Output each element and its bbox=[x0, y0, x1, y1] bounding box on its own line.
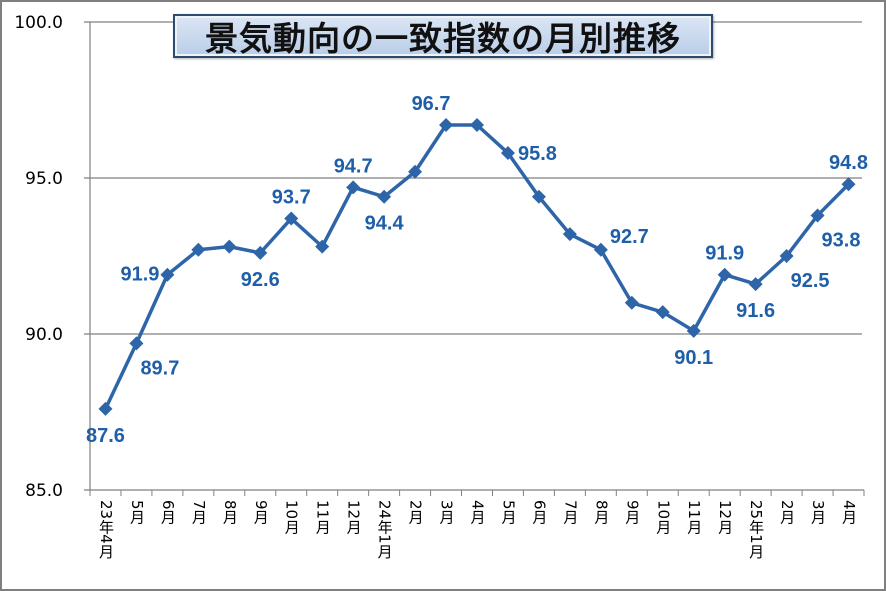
x-tick-label: 11月 bbox=[685, 500, 703, 535]
data-label: 91.9 bbox=[705, 243, 744, 265]
data-point-marker bbox=[841, 177, 856, 192]
data-point-marker bbox=[439, 117, 454, 132]
x-tick-label: 12月 bbox=[716, 500, 734, 535]
y-tick-label: 85.0 bbox=[25, 481, 63, 501]
y-tick-label: 90.0 bbox=[25, 325, 63, 345]
x-tick-label: 8月 bbox=[592, 500, 610, 526]
x-tick-label: 3月 bbox=[809, 500, 827, 526]
data-point-marker bbox=[129, 336, 144, 351]
x-tick-label: 2月 bbox=[778, 500, 796, 526]
data-point-marker bbox=[624, 295, 639, 310]
x-tick-label: 7月 bbox=[190, 500, 208, 526]
series-polyline bbox=[103, 123, 850, 410]
data-point-marker bbox=[160, 267, 175, 282]
data-point-marker bbox=[686, 323, 701, 338]
data-point-marker bbox=[562, 227, 577, 242]
x-tick-label: 6月 bbox=[159, 500, 177, 526]
data-label: 92.5 bbox=[791, 270, 830, 292]
y-axis-ticks: 85.0 90.0 95.0 100.0 bbox=[14, 13, 63, 501]
x-tick-label: 4月 bbox=[840, 500, 858, 526]
x-tick-label: 23年4月 bbox=[97, 500, 115, 560]
data-label: 93.8 bbox=[822, 229, 861, 251]
data-label: 94.4 bbox=[365, 213, 405, 235]
x-tick-label: 3月 bbox=[438, 500, 456, 526]
data-point-marker bbox=[655, 305, 670, 320]
x-tick-label: 12月 bbox=[345, 500, 363, 535]
data-point-marker bbox=[408, 164, 423, 179]
data-point-marker bbox=[315, 239, 330, 254]
x-tick-label: 5月 bbox=[499, 500, 517, 526]
data-label: 94.7 bbox=[334, 155, 373, 177]
data-point-marker bbox=[284, 211, 299, 226]
data-label: 95.8 bbox=[518, 143, 557, 165]
x-tick-label: 6月 bbox=[530, 500, 548, 526]
data-label: 94.8 bbox=[829, 152, 868, 174]
data-point-marker bbox=[222, 239, 237, 254]
data-point-marker bbox=[500, 146, 515, 161]
data-point-marker bbox=[191, 242, 206, 257]
data-label: 92.6 bbox=[241, 269, 280, 291]
x-tick-label: 5月 bbox=[128, 500, 146, 526]
x-tick-label: 8月 bbox=[221, 500, 239, 526]
x-tick-label: 9月 bbox=[252, 500, 270, 526]
axes bbox=[84, 22, 864, 491]
data-point-marker bbox=[253, 245, 268, 260]
data-label: 92.7 bbox=[610, 226, 649, 248]
data-labels: 87.6 89.7 91.9 92.6 93.7 94.7 94.4 96.7 95.8 92.7… bbox=[86, 93, 868, 447]
x-tick-label: 10月 bbox=[654, 500, 672, 535]
x-tick-label: 7月 bbox=[561, 500, 579, 526]
data-point-marker bbox=[810, 208, 825, 223]
data-label: 91.9 bbox=[120, 264, 159, 286]
data-label: 91.6 bbox=[736, 300, 775, 322]
x-tick-label: 10月 bbox=[283, 500, 301, 535]
data-label: 93.7 bbox=[272, 187, 311, 209]
data-label: 89.7 bbox=[140, 357, 179, 379]
data-point-marker bbox=[779, 249, 794, 263]
x-tick-label: 25年1月 bbox=[747, 500, 765, 560]
data-point-marker bbox=[531, 189, 546, 204]
x-tick-label: 11月 bbox=[314, 500, 332, 535]
data-label: 96.7 bbox=[412, 93, 451, 115]
y-tick-label: 100.0 bbox=[14, 13, 63, 33]
data-point-marker bbox=[593, 242, 608, 257]
data-point-marker bbox=[470, 117, 484, 132]
data-point-marker bbox=[346, 180, 361, 195]
data-point-marker bbox=[748, 277, 763, 292]
data-label: 90.1 bbox=[674, 347, 713, 369]
data-label: 87.6 bbox=[86, 425, 125, 447]
x-tick-label: 2月 bbox=[407, 500, 425, 526]
series-line bbox=[103, 123, 850, 410]
x-tick-label: 24年1月 bbox=[376, 500, 394, 560]
chart-title: 景気動向の一致指数の月別推移 bbox=[173, 14, 713, 58]
data-point-marker bbox=[717, 267, 732, 282]
series-markers bbox=[98, 117, 856, 416]
gridlines bbox=[84, 21, 862, 335]
y-tick-label: 95.0 bbox=[25, 169, 63, 189]
x-tick-label: 4月 bbox=[469, 500, 487, 526]
data-point-marker bbox=[98, 401, 113, 416]
x-axis-ticks: 23年4月 5月 6月 7月 8月 9月 10月 11月 12月 24年1月 2月 3月 4月 5月 6月 7… bbox=[89, 490, 865, 560]
data-point-marker bbox=[377, 189, 392, 204]
x-tick-label: 9月 bbox=[623, 500, 641, 526]
